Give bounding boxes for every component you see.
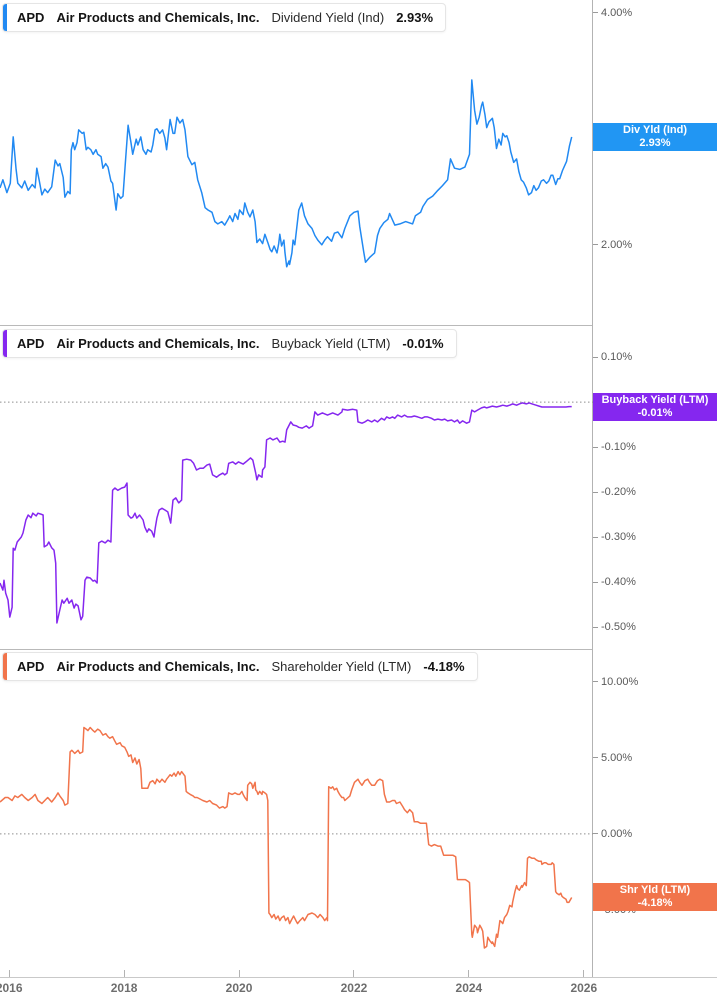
time-axis-label: 2024 (455, 981, 483, 995)
price-axis-label: -0.50% (601, 621, 636, 634)
price-axis-label: 4.00% (601, 6, 633, 19)
time-axis-label: 2018 (110, 981, 138, 995)
legend-company-name: Air Products and Chemicals, Inc. (56, 10, 260, 25)
pane-shareholder-yield-canvas[interactable] (0, 650, 593, 977)
time-axis-tick (238, 970, 240, 977)
pane-buyback-yield-canvas[interactable] (0, 326, 593, 650)
pane-separator[interactable] (0, 325, 593, 326)
legend-ticker: APD (17, 659, 45, 674)
legend-metric-name: Dividend Yield (Ind) (271, 10, 385, 25)
price-axis-label: -0.30% (601, 531, 636, 544)
time-axis-label: 2022 (340, 981, 368, 995)
price-axis-label: 2.00% (601, 238, 633, 251)
legend-accent-bar-icon (3, 653, 7, 680)
price-label-shr-yld: Shr Yld (LTM) -4.18% (593, 883, 717, 911)
price-axis-tick (593, 491, 598, 493)
pane-separator[interactable] (0, 649, 593, 650)
time-axis-line (0, 977, 717, 978)
price-axis-label: -0.40% (601, 576, 636, 589)
time-axis-tick (8, 970, 10, 977)
price-axis-tick (593, 244, 598, 246)
price-axis-tick (593, 536, 598, 538)
price-axis-tick (593, 581, 598, 583)
legend-ticker: APD (17, 336, 45, 351)
legend-value: -0.01% (402, 336, 444, 351)
price-axis-label: -0.10% (601, 441, 636, 454)
price-axis-tick (593, 12, 598, 14)
price-label-div-yld: Div Yld (Ind) 2.93% (593, 123, 717, 151)
legend-metric-name: Shareholder Yield (LTM) (271, 659, 412, 674)
price-axis-tick (593, 626, 598, 628)
time-axis-tick (468, 970, 470, 977)
legend-dividend-yield[interactable]: APD Air Products and Chemicals, Inc. Div… (2, 3, 447, 32)
legend-shareholder-yield[interactable]: APD Air Products and Chemicals, Inc. Sha… (2, 652, 478, 681)
price-label-buyback-yld: Buyback Yield (LTM) -0.01% (593, 393, 717, 421)
time-axis-label: 2026 (570, 981, 598, 995)
legend-ticker: APD (17, 10, 45, 25)
legend-metric-name: Buyback Yield (LTM) (271, 336, 391, 351)
price-axis-label: 0.00% (601, 827, 633, 840)
price-axis-tick (593, 681, 598, 683)
price-axis-tick (593, 757, 598, 759)
time-axis-label: 2016 (0, 981, 23, 995)
legend-accent-bar-icon (3, 4, 7, 31)
legend-accent-bar-icon (3, 330, 7, 357)
price-axis-label: 5.00% (601, 751, 633, 764)
price-axis-label: 0.10% (601, 351, 633, 364)
legend-value: -4.18% (423, 659, 465, 674)
legend-buyback-yield[interactable]: APD Air Products and Chemicals, Inc. Buy… (2, 329, 457, 358)
price-axis-line (592, 0, 593, 977)
pane-dividend-yield-canvas[interactable] (0, 0, 593, 326)
time-axis-tick (353, 970, 355, 977)
price-axis-label: -0.20% (601, 486, 636, 499)
time-axis-label: 2020 (225, 981, 253, 995)
time-axis-tick (583, 970, 585, 977)
price-axis-label: 10.00% (601, 675, 639, 688)
legend-company-name: Air Products and Chemicals, Inc. (56, 659, 260, 674)
price-axis-tick (593, 833, 598, 835)
legend-company-name: Air Products and Chemicals, Inc. (56, 336, 260, 351)
time-axis-tick (123, 970, 125, 977)
price-axis-tick (593, 356, 598, 358)
price-axis-tick (593, 446, 598, 448)
legend-value: 2.93% (396, 10, 434, 25)
